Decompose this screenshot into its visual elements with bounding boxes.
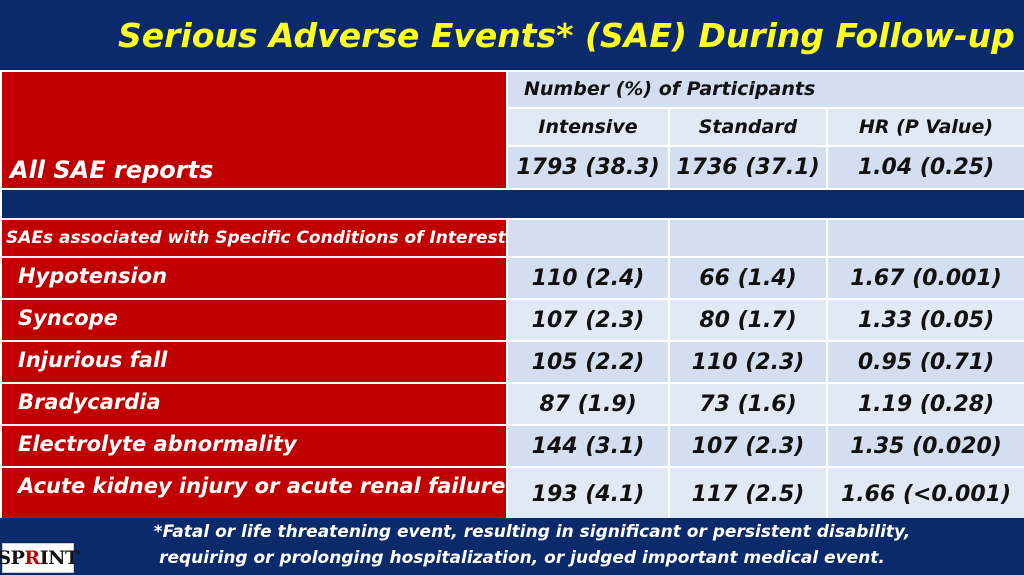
table-row: Acute kidney injury or acute renal failu… xyxy=(0,466,1024,522)
section-blank-intensive xyxy=(506,218,670,258)
hr-value: 1.66 (<0.001) xyxy=(825,466,1024,522)
logo-text-b: INT xyxy=(39,547,79,569)
standard-value: 66 (1.4) xyxy=(668,256,828,300)
intensive-value: 144 (3.1) xyxy=(506,424,670,468)
hr-value: 1.67 (0.001) xyxy=(825,256,1024,300)
number-of-participants-header: Number (%) of Participants xyxy=(505,70,1024,109)
standard-value: 80 (1.7) xyxy=(668,298,828,342)
hr-value: 0.95 (0.71) xyxy=(825,340,1024,384)
spacer-band xyxy=(0,188,1024,220)
intensive-value: 87 (1.9) xyxy=(506,382,670,426)
condition-label: Bradycardia xyxy=(0,382,508,426)
section-row: SAEs associated with Specific Conditions… xyxy=(0,218,1024,258)
section-blank-hr xyxy=(825,218,1024,258)
hr-value: 1.35 (0.020) xyxy=(825,424,1024,468)
standard-value: 107 (2.3) xyxy=(668,424,828,468)
all-sae-row: 1793 (38.3) 1736 (37.1) 1.04 (0.25) xyxy=(1,145,1024,190)
hr-value: 1.19 (0.28) xyxy=(825,382,1024,426)
standard-value: 117 (2.5) xyxy=(668,466,828,522)
condition-label: Electrolyte abnormality xyxy=(0,424,508,468)
page-title: Serious Adverse Events* (SAE) During Fol… xyxy=(0,0,1024,70)
spacer-row xyxy=(0,188,1024,220)
logo-text-a: SP xyxy=(0,547,25,569)
all-sae-label: All SAE reports xyxy=(10,156,214,184)
table-row: Hypotension 110 (2.4) 66 (1.4) 1.67 (0.0… xyxy=(0,256,1024,300)
intensive-value: 193 (4.1) xyxy=(506,466,670,522)
all-sae-standard: 1736 (37.1) xyxy=(668,145,828,190)
standard-value: 73 (1.6) xyxy=(668,382,828,426)
footnote-line-1: *Fatal or life threatening event, result… xyxy=(153,522,911,542)
intensive-value: 105 (2.2) xyxy=(506,340,670,384)
logo-text-r: R xyxy=(24,547,40,569)
col-hr-header: HR (P Value) xyxy=(825,106,1024,148)
section-blank-standard xyxy=(668,218,828,258)
all-sae-label-cell: All SAE reports xyxy=(0,70,508,190)
table-row: Electrolyte abnormality 144 (3.1) 107 (2… xyxy=(0,424,1024,468)
table-row: Injurious fall 105 (2.2) 110 (2.3) 0.95 … xyxy=(0,340,1024,384)
footnote-line-2: requiring or prolonging hospitalization,… xyxy=(159,548,885,568)
table-row: Syncope 107 (2.3) 80 (1.7) 1.33 (0.05) xyxy=(0,298,1024,342)
footer-band xyxy=(0,518,1024,575)
condition-label: Acute kidney injury or acute renal failu… xyxy=(0,466,508,522)
intensive-value: 107 (2.3) xyxy=(506,298,670,342)
table-row: Bradycardia 87 (1.9) 73 (1.6) 1.19 (0.28… xyxy=(0,382,1024,426)
hr-value: 1.33 (0.05) xyxy=(825,298,1024,342)
intensive-value: 110 (2.4) xyxy=(506,256,670,300)
column-header-row: Intensive Standard HR (P Value) xyxy=(1,106,1024,148)
sprint-logo: SP R INT xyxy=(0,543,79,573)
col-intensive-header: Intensive xyxy=(506,106,670,148)
section-label: SAEs associated with Specific Conditions… xyxy=(0,218,508,258)
condition-label: Hypotension xyxy=(0,256,508,300)
col-standard-header: Standard xyxy=(668,106,828,148)
sae-table: All SAE reports Number (%) of Participan… xyxy=(0,70,1024,522)
standard-value: 110 (2.3) xyxy=(668,340,828,384)
condition-label: Syncope xyxy=(0,298,508,342)
all-sae-intensive: 1793 (38.3) xyxy=(506,145,670,190)
all-sae-hr: 1.04 (0.25) xyxy=(825,145,1024,190)
header-group-row: All SAE reports Number (%) of Participan… xyxy=(0,70,1024,190)
condition-label: Injurious fall xyxy=(0,340,508,384)
